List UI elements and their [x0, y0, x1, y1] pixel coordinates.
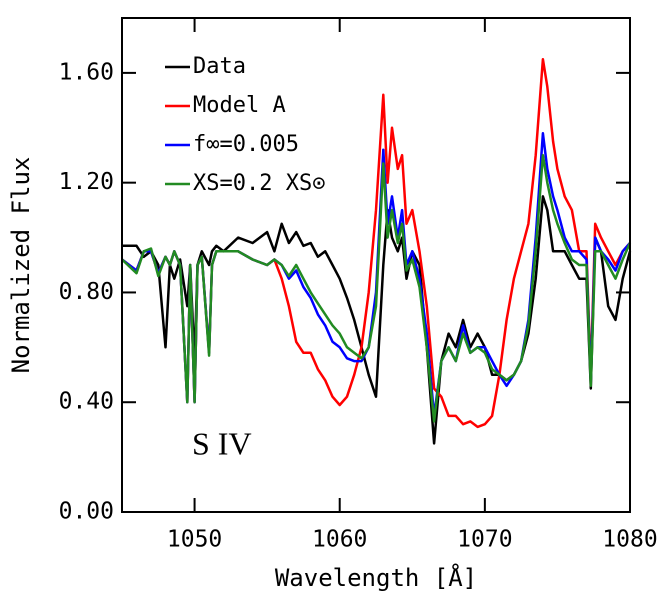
legend-label: f∞=0.005: [193, 132, 299, 157]
y-axis-title: Normalized Flux: [7, 157, 35, 374]
x-axis-title: Wavelength [Å]: [275, 563, 477, 592]
legend-label: Data: [193, 54, 246, 79]
y-tick-label: 1.60: [59, 59, 114, 85]
annotation: S IV: [192, 425, 252, 461]
y-tick-label: 0.00: [59, 499, 114, 525]
legend-label: XS=0.2 XS⊙: [193, 171, 325, 196]
legend-label: Model A: [193, 93, 286, 118]
x-tick-label: 1080: [602, 527, 657, 553]
x-tick-label: 1060: [312, 527, 367, 553]
y-tick-label: 0.80: [59, 279, 114, 305]
series-line: [122, 195, 632, 445]
y-tick-label: 0.40: [59, 389, 114, 415]
plot-frame: [121, 17, 631, 513]
series-line: [121, 153, 632, 423]
x-tick-label: 1070: [457, 527, 512, 553]
y-tick-label: 1.20: [59, 169, 114, 195]
x-tick-label: 1050: [167, 527, 222, 553]
